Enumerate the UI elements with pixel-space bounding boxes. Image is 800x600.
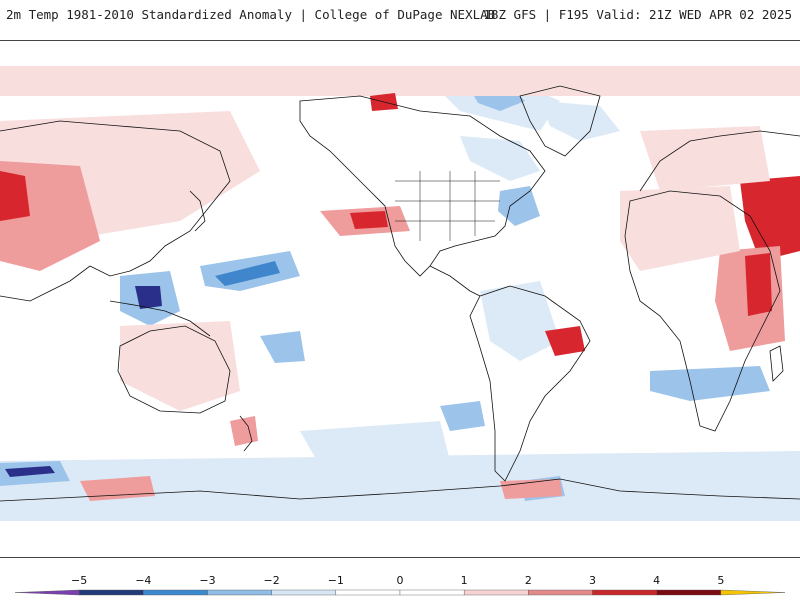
color-scale-segment — [399, 589, 465, 596]
color-scale-ticks: −5 −4 −3 −2 −1 0 1 2 3 4 5 — [71, 574, 724, 587]
coastlines — [0, 85, 800, 502]
coast-europe — [639, 130, 800, 192]
cool-region-southern-ocean — [0, 451, 800, 521]
warm-region-north-africa — [620, 186, 740, 271]
cool-region-north-atlantic — [540, 101, 620, 141]
coast-africa — [624, 190, 781, 432]
color-scale-segment — [656, 589, 722, 596]
coast-greenland — [519, 85, 601, 157]
cool-region-indonesia-extreme — [135, 286, 162, 309]
color-scale-segment — [335, 589, 401, 596]
us-state-borders — [395, 171, 500, 241]
cool-region-antarctic-extreme — [5, 466, 55, 477]
color-scale-tick-label: 5 — [717, 574, 724, 587]
color-scale-segment — [78, 589, 144, 596]
warm-region-central-asia-strong — [0, 171, 30, 221]
color-scale-tick-label: 0 — [397, 574, 404, 587]
color-scale-segment — [592, 589, 657, 596]
model-run-label: 18Z GFS | F195 Valid: 21Z WED APR 02 202… — [483, 7, 792, 22]
coast-indonesia — [109, 300, 211, 337]
map-title: 2m Temp 1981-2010 Standardized Anomaly |… — [6, 7, 496, 22]
color-scale-segment — [207, 589, 272, 596]
coast-antarctica — [0, 478, 800, 502]
color-scale-tick-label: 3 — [589, 574, 596, 587]
cool-anomaly-shading — [0, 83, 800, 521]
cool-region-coral-sea — [260, 331, 305, 363]
color-scale-bar — [14, 589, 786, 596]
color-scale-tick-label: 1 — [461, 574, 468, 587]
color-scale-tick-label: −4 — [135, 574, 151, 587]
warm-region-europe — [640, 126, 770, 191]
map-header: 2m Temp 1981-2010 Standardized Anomaly |… — [0, 0, 800, 40]
anomaly-map — [0, 40, 800, 558]
color-scale-segment — [463, 589, 529, 596]
color-scale-segment — [528, 589, 593, 596]
coast-japan — [189, 190, 206, 232]
color-scale-tick-label: −2 — [264, 574, 280, 587]
color-scale-tick-label: 4 — [653, 574, 660, 587]
coast-asia — [0, 120, 231, 302]
cool-region-south-pacific — [300, 421, 450, 466]
warm-region-arctic — [0, 66, 800, 96]
coast-central-america — [429, 265, 481, 297]
color-scale-legend: −5 −4 −3 −2 −1 0 1 2 3 4 5 — [14, 574, 786, 596]
color-scale-segment — [14, 589, 80, 596]
cool-region-east-us — [498, 186, 540, 226]
color-scale-tick-label: −1 — [328, 574, 344, 587]
coast-new-zealand — [239, 415, 253, 452]
color-scale-segment — [271, 589, 337, 596]
color-scale-tick-label: −5 — [71, 574, 87, 587]
cool-region-south-america — [480, 281, 560, 361]
coast-south-america — [469, 285, 591, 482]
warm-region-south-pacific — [80, 476, 155, 501]
cool-region-hudson — [460, 136, 540, 181]
warm-region-australia — [120, 321, 240, 411]
cool-region-south-indian — [650, 366, 770, 401]
cool-region-south-atlantic — [440, 401, 485, 431]
warm-anomaly-shading — [0, 66, 800, 501]
warm-region-mideast — [740, 176, 800, 261]
warm-region-north-pacific-strong — [350, 211, 388, 229]
world-map-svg — [0, 66, 800, 521]
coast-australia — [117, 325, 231, 414]
cool-region-west-pacific-strong — [215, 261, 280, 286]
color-scale-tick-label: −3 — [199, 574, 215, 587]
coast-madagascar — [769, 345, 784, 382]
color-scale-segment — [143, 589, 208, 596]
coast-north-america — [299, 95, 546, 277]
color-scale-segment — [720, 589, 786, 596]
warm-region-east-africa-strong — [745, 253, 772, 316]
warm-region-brazil — [545, 326, 585, 356]
color-scale-tick-label: 2 — [525, 574, 532, 587]
